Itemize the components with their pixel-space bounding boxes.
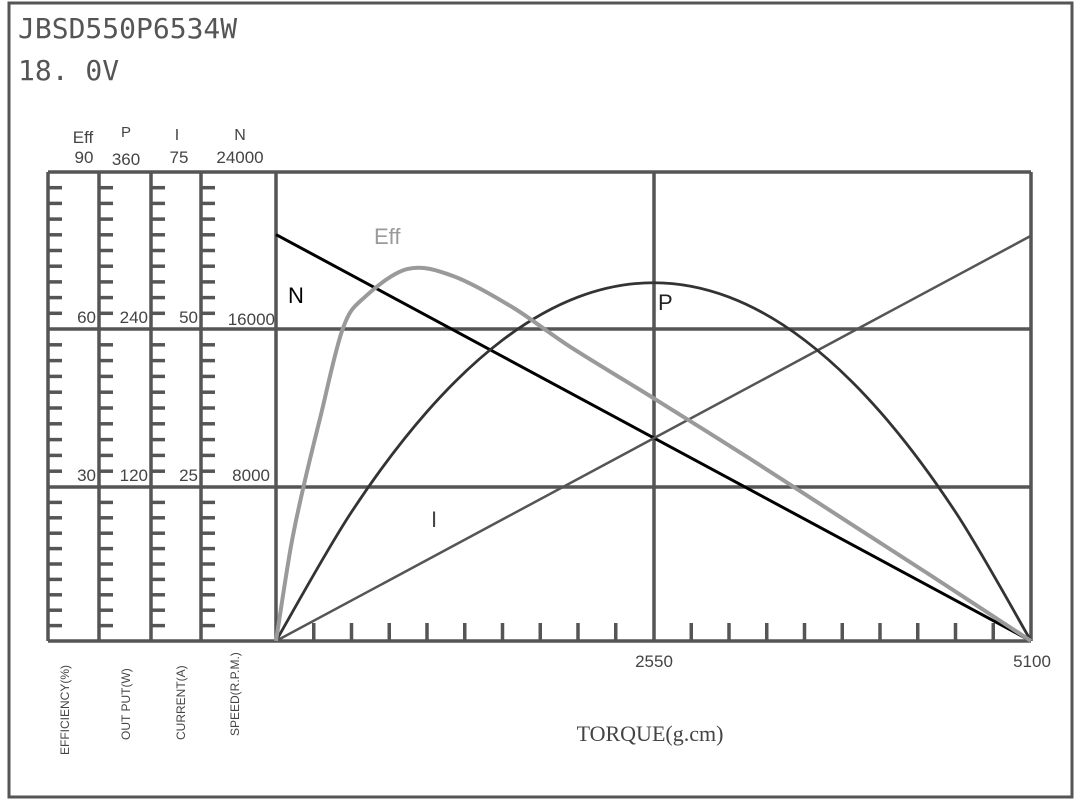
series-i-curve	[275, 234, 1032, 643]
grid	[46, 170, 1033, 643]
n-curve-label: N	[288, 283, 304, 308]
output-axis-label: OUT PUT(W)	[119, 668, 133, 740]
i-tick-25: 25	[179, 466, 198, 485]
x-axis-label: TORQUE(g.cm)	[577, 721, 724, 746]
n-tick-16000: 16000	[228, 310, 275, 329]
eff-axis-max: 90	[75, 148, 94, 167]
eff-tick-60: 60	[77, 308, 96, 327]
p-tick-240: 240	[120, 308, 148, 327]
eff-axis-short: Eff	[73, 128, 94, 147]
model-title: JBSD550P6534W	[18, 12, 237, 45]
i-curve-label: I	[431, 507, 437, 532]
axis-labels: Eff P I N 90 360 75 24000 60 240 50 1600…	[58, 124, 1051, 755]
x-tick-5100: 5100	[1013, 652, 1051, 671]
eff-curve-label: Eff	[374, 224, 401, 249]
n-axis-short: N	[234, 127, 246, 144]
current-axis-label: CURRENT(A)	[174, 665, 188, 740]
p-axis-short: P	[121, 124, 131, 141]
p-curve-label: P	[658, 290, 673, 315]
voltage-label: 18. 0V	[18, 54, 119, 87]
p-axis-max: 360	[112, 150, 140, 169]
n-axis-max: 24000	[216, 148, 263, 167]
eff-tick-30: 30	[77, 466, 96, 485]
curves	[274, 233, 1033, 643]
i-axis-short: I	[175, 127, 179, 144]
x-tick-2550: 2550	[635, 652, 673, 671]
series-p-curve	[274, 281, 1033, 642]
n-tick-8000: 8000	[232, 466, 270, 485]
i-axis-max: 75	[170, 148, 189, 167]
efficiency-axis-label: EFFICIENCY(%)	[58, 665, 72, 755]
speed-axis-label: SPEED(R.P.M.)	[228, 652, 242, 736]
frame-border	[7, 1, 1074, 799]
p-tick-120: 120	[120, 466, 148, 485]
series-eff-curve	[274, 265, 1033, 643]
i-tick-50: 50	[179, 308, 198, 327]
